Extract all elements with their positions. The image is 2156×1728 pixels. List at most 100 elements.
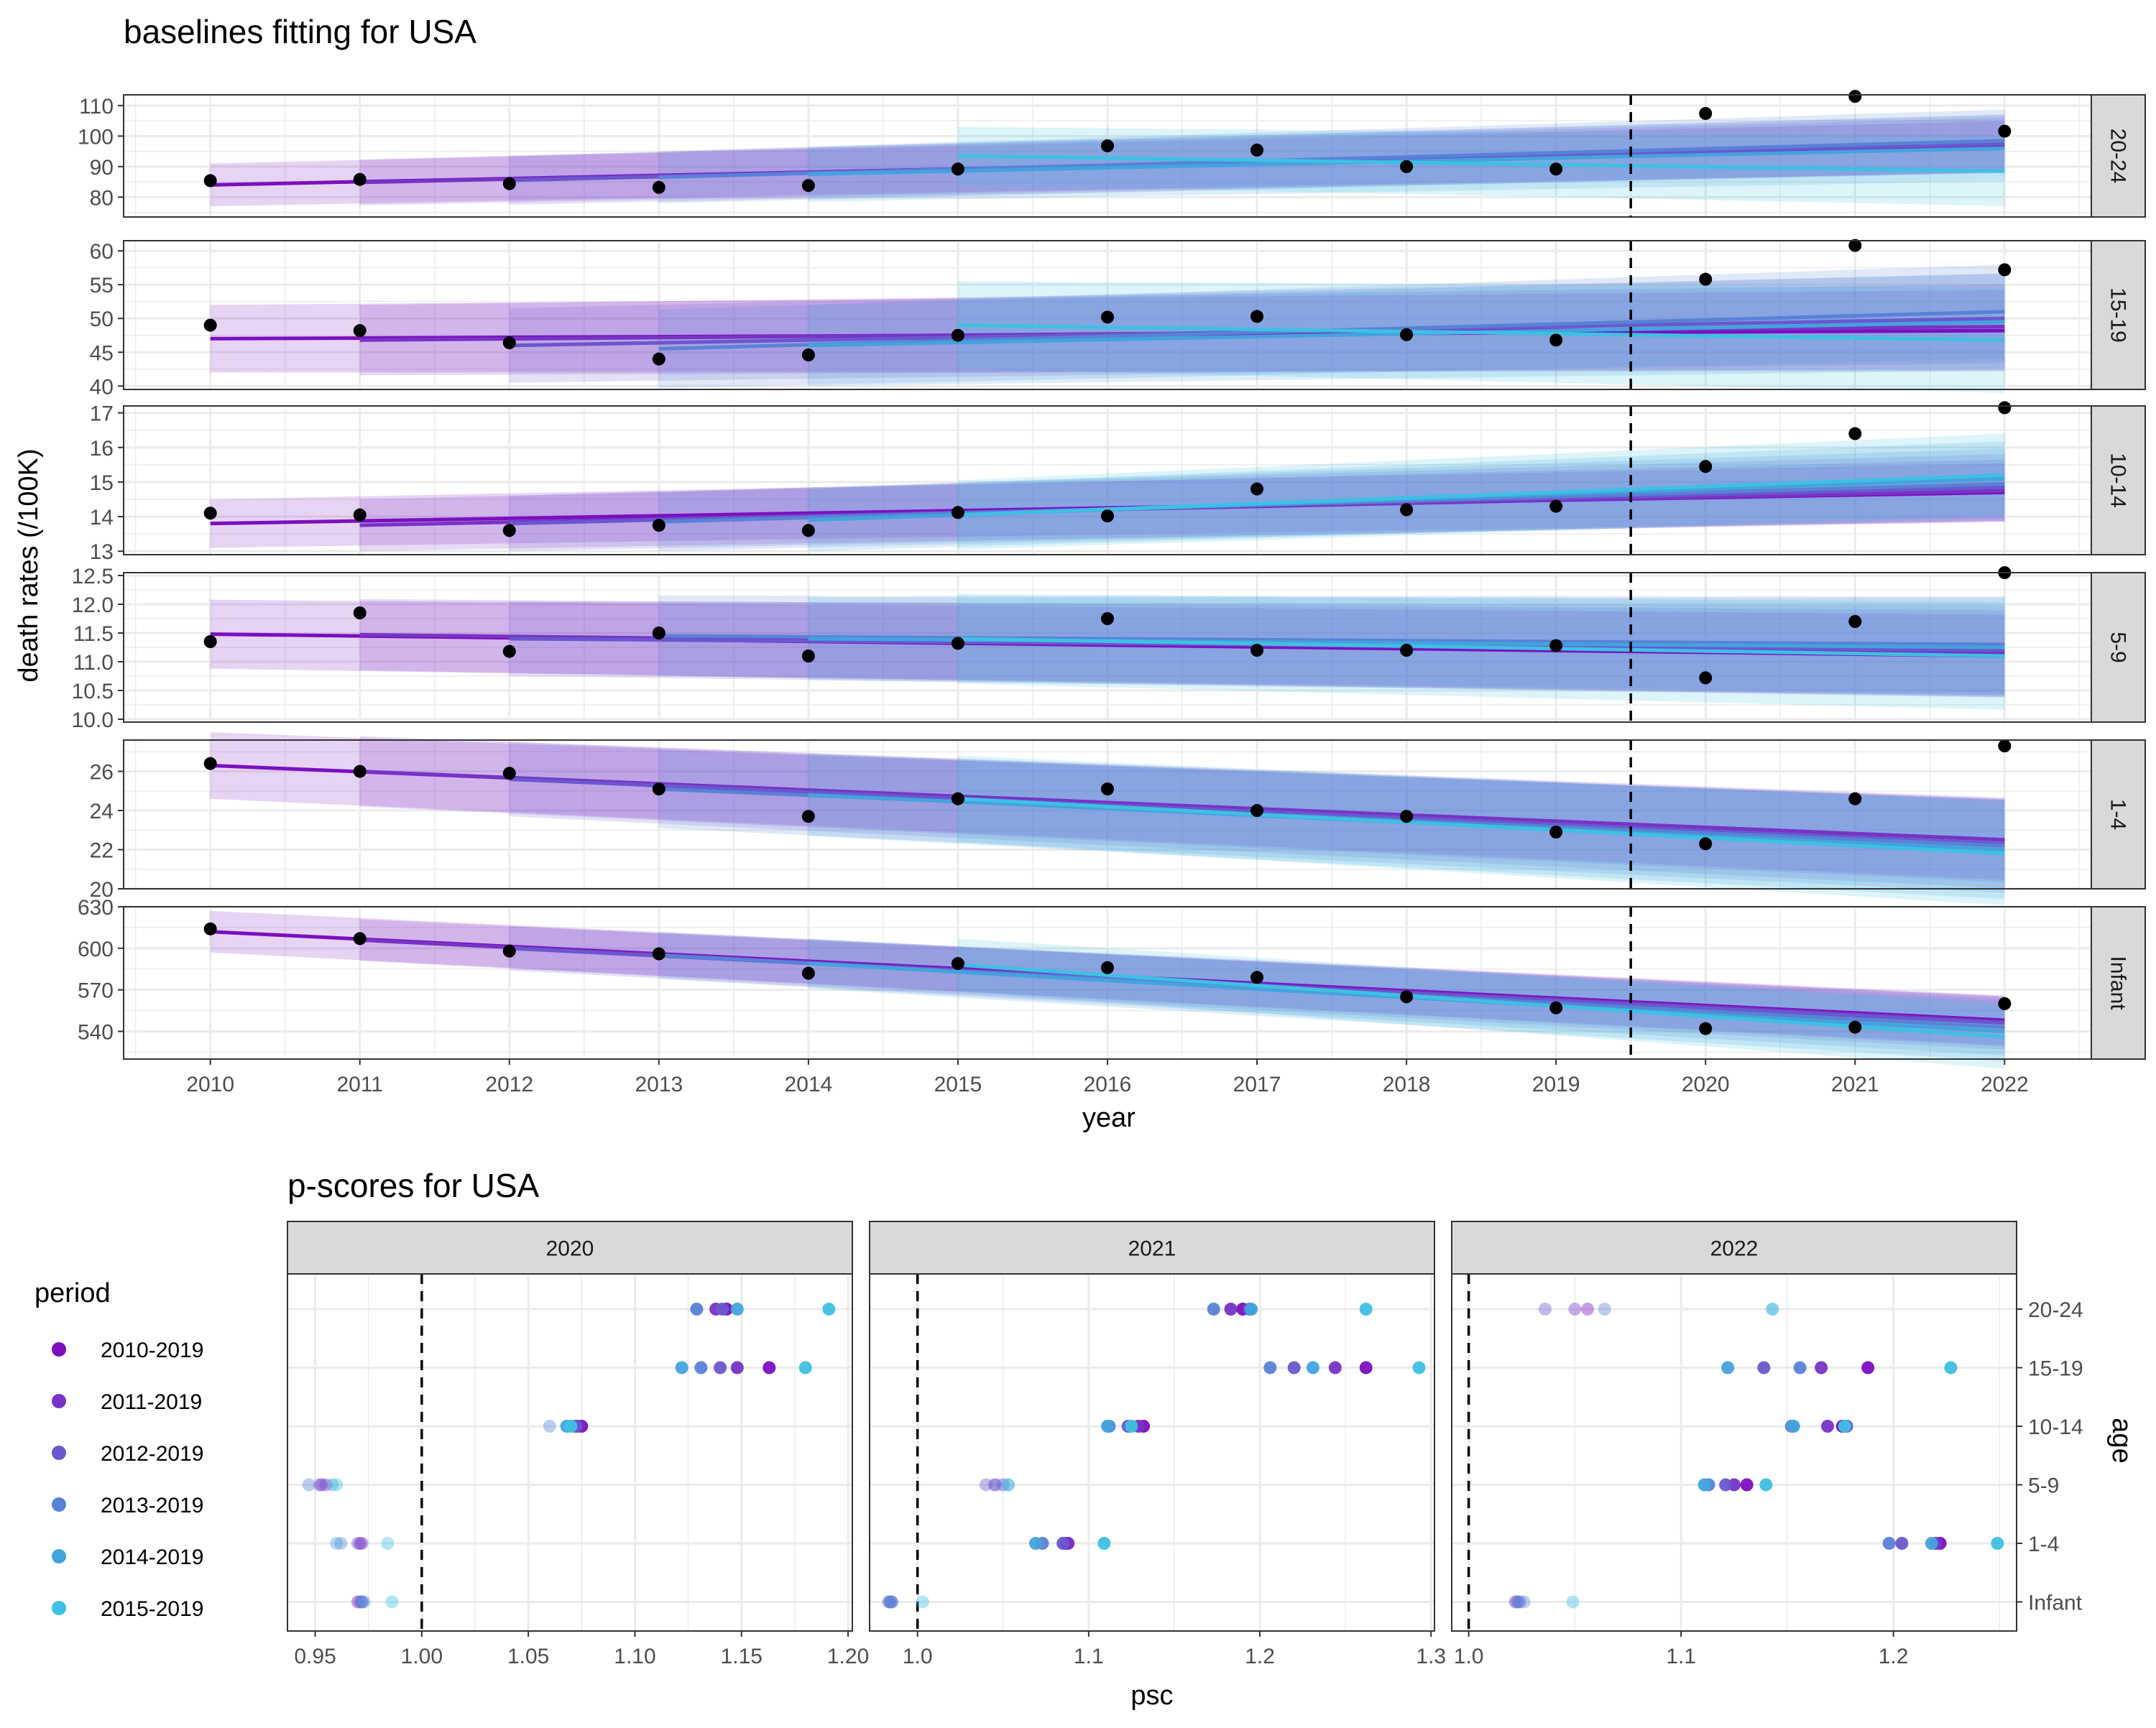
observed-point: [951, 957, 964, 971]
baseline-2015-2019: [957, 323, 2005, 342]
bottom-y-axis-label: age: [2106, 1418, 2137, 1463]
observed-point: [951, 328, 964, 342]
psc-point-2013-2019: [1598, 1303, 1611, 1316]
top-panel-5-9: 10.0 10.5 11.0 11.5 12.0 12.5 5-9: [72, 565, 2146, 732]
facet-strip-label: 2021: [1128, 1237, 1176, 1261]
observed-point: [1848, 792, 1862, 805]
psc-point-2015-2019: [1566, 1595, 1580, 1609]
psc-point-2010-2019: [353, 1537, 367, 1550]
psc-point-2015-2019: [916, 1595, 929, 1609]
psc-panel-2020: 2020 0.95 1.00 1.05 1.10 1.15 1.20: [287, 1221, 869, 1668]
psc-point-2010-2019: [1359, 1361, 1373, 1374]
observed-point: [1101, 139, 1114, 152]
psc-point-2011-2019: [996, 1478, 1010, 1492]
facet-strip: [2091, 572, 2146, 723]
y-tick-label: 11.5: [73, 622, 114, 646]
observed-point: [801, 179, 815, 193]
ci-band-2010-2019: [210, 290, 2005, 373]
observed-point: [502, 524, 516, 537]
observed-point: [1998, 263, 2012, 277]
observed-point: [502, 944, 516, 958]
psc-point-2013-2019: [1882, 1537, 1896, 1550]
facet-strip-label: 10-14: [2106, 453, 2130, 508]
observed-point: [1699, 837, 1713, 851]
observed-point: [1699, 671, 1713, 685]
y-tick-label: 50: [90, 308, 114, 331]
ci-band-2015-2019: [957, 593, 2005, 710]
observed-point: [1848, 239, 1862, 252]
legend-label-2012-2019: 2012-2019: [101, 1442, 203, 1466]
observed-point: [1250, 804, 1264, 818]
y-tick-label: 15-19: [2028, 1357, 2083, 1381]
psc-panel-2021: 2021 1.0 1.1 1.2 1.3: [869, 1221, 1446, 1668]
psc-point-2012-2019: [714, 1361, 727, 1374]
top-panel-15-19: 40 45 50 55 60 15-19: [90, 239, 2146, 399]
observed-point: [951, 637, 964, 650]
y-tick-label: 60: [90, 240, 114, 264]
legend-label-2011-2019: 2011-2019: [101, 1390, 202, 1414]
y-tick-label: 14: [90, 506, 114, 530]
y-tick-label: 570: [78, 979, 114, 1003]
top-panel-1-4: 20 22 24 26 1-4: [90, 732, 2146, 905]
facet-strip-label: Infant: [2106, 956, 2130, 1010]
psc-point-2013-2019: [1207, 1303, 1220, 1316]
observed-point: [353, 606, 367, 619]
panel-background: [1452, 1274, 2017, 1631]
y-tick-label: 15: [90, 471, 114, 495]
psc-point-2014-2019: [1001, 1478, 1015, 1492]
bottom-panels: 2020 0.95 1.00 1.05 1.10 1.15 1.20 2021 1.0 1.1 1.…: [287, 1221, 2083, 1668]
x-tick-label: 1.1: [1074, 1645, 1104, 1668]
x-tick-label: 2021: [1831, 1073, 1879, 1096]
psc-point-2012-2019: [351, 1537, 364, 1550]
observed-point: [951, 506, 964, 519]
observed-point: [502, 177, 516, 190]
psc-point-2013-2019: [694, 1361, 708, 1374]
psc-point-2015-2019: [1001, 1478, 1015, 1492]
observed-point: [1101, 612, 1114, 625]
psc-point-2014-2019: [730, 1303, 744, 1316]
x-tick-label: 1.2: [1245, 1645, 1275, 1668]
observed-point: [1699, 1022, 1713, 1035]
top-panel-20-24: 80 90 100 110 20-24: [78, 90, 2146, 218]
y-tick-label: 55: [90, 274, 114, 297]
legend-key-2011-2019: [52, 1394, 66, 1408]
observed-point: [801, 810, 815, 823]
observed-point: [801, 348, 815, 362]
observed-point: [1549, 499, 1563, 513]
observed-point: [1848, 1020, 1862, 1034]
facet-strip: [2091, 906, 2146, 1060]
top-y-axis-label: death rates (/100K): [14, 448, 44, 682]
psc-point-2014-2019: [326, 1478, 339, 1492]
y-tick-label: 110: [79, 95, 114, 119]
y-tick-label: 540: [78, 1020, 114, 1044]
top-x-axis: 2010 2011 2012 2013 2014 2015 2016 2017 2018 2019…: [186, 1059, 2029, 1096]
psc-point-2010-2019: [1581, 1303, 1595, 1316]
bottom-x-axis-label: psc: [1130, 1681, 1173, 1711]
observed-point: [1400, 990, 1414, 1004]
y-tick-label: 26: [90, 761, 114, 785]
y-tick-label: 80: [90, 186, 114, 210]
y-tick-label: 10.5: [72, 680, 114, 703]
psc-point-2015-2019: [1125, 1420, 1138, 1433]
observed-point: [1998, 997, 2012, 1010]
y-tick-label: 16: [90, 437, 114, 461]
x-tick-label: 2015: [934, 1073, 982, 1096]
observed-point: [1549, 1001, 1563, 1015]
psc-point-2011-2019: [355, 1595, 369, 1609]
x-tick-label: 1.20: [827, 1645, 869, 1668]
x-tick-label: 1.15: [721, 1645, 763, 1668]
psc-point-2013-2019: [883, 1595, 897, 1609]
x-tick-label: 0.95: [294, 1645, 336, 1668]
observed-point: [502, 767, 516, 780]
observed-point: [1699, 460, 1713, 473]
x-tick-label: 2010: [186, 1073, 234, 1096]
psc-point-2015-2019: [1991, 1537, 2004, 1550]
y-tick-label: 630: [78, 896, 114, 920]
x-tick-label: 1.1: [1666, 1645, 1696, 1668]
x-tick-label: 1.00: [401, 1645, 443, 1668]
psc-point-2014-2019: [1925, 1537, 1938, 1550]
legend-title: period: [34, 1278, 111, 1308]
bottom-chart-title: p-scores for USA: [287, 1167, 540, 1204]
psc-point-2012-2019: [1719, 1478, 1733, 1492]
